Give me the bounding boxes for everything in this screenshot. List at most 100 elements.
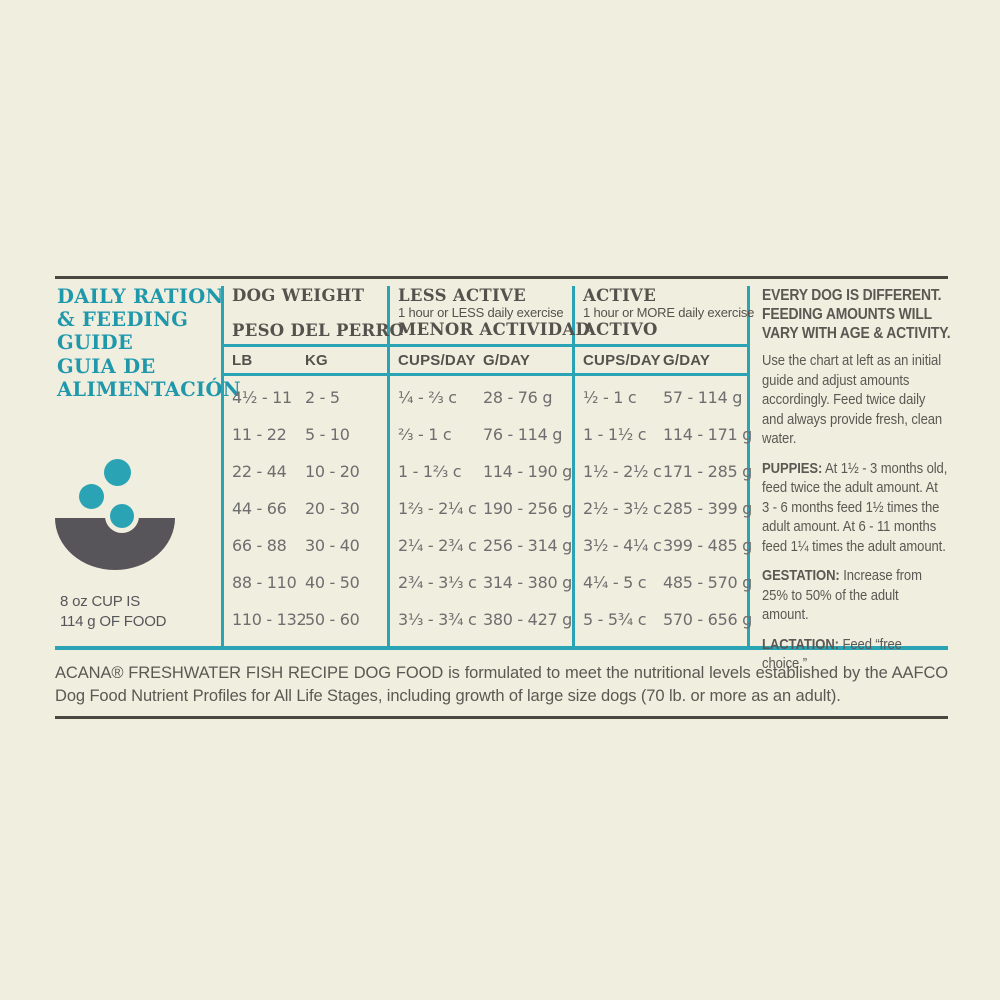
table-row: 110 - 132 50 - 60 3⅓ - 3¾ c 380 - 427 g … <box>0 610 1000 630</box>
lactation-label: LACTATION: <box>762 635 839 653</box>
table-bottom-line <box>55 646 948 650</box>
advice-intro: Use the chart at left as an initial guid… <box>762 352 943 447</box>
less-active-title: LESS ACTIVE <box>398 286 527 305</box>
active-g-value: 399 - 485 g <box>663 536 752 555</box>
guide-title-es-line-1: GUIA DE <box>57 355 156 378</box>
active-g-value: 171 - 285 g <box>663 462 752 481</box>
col-header-active-cups: CUPS/DAY <box>583 352 661 369</box>
less-g-value: 380 - 427 g <box>483 610 572 629</box>
less-cups-value: 1⅔ - 2¼ c <box>398 499 477 518</box>
active-title: ACTIVE <box>583 286 657 305</box>
dog-weight-title-es: PESO DEL PERRO <box>232 321 405 340</box>
col-header-less-g: G/DAY <box>483 352 531 369</box>
less-g-value: 190 - 256 g <box>483 499 572 518</box>
col-header-active-g: G/DAY <box>663 352 711 369</box>
header-separator-line <box>222 344 748 347</box>
less-cups-value: 3⅓ - 3¾ c <box>398 610 477 629</box>
active-g-value: 285 - 399 g <box>663 499 752 518</box>
guide-title-line-3: GUIDE <box>57 331 134 354</box>
kg-value: 20 - 30 <box>305 499 360 518</box>
kg-value: 10 - 20 <box>305 462 360 481</box>
lb-value: 110 - 132 <box>232 610 307 629</box>
table-divider-1 <box>220 286 224 646</box>
cup-note-line-2: 114 g OF FOOD <box>60 613 167 630</box>
less-cups-value: 2¾ - 3⅓ c <box>398 573 477 592</box>
gestation-text: Increase from 25% to 50% of the adult am… <box>762 567 922 623</box>
puppies-text: At 1½ - 3 months old, feed twice the adu… <box>762 459 948 555</box>
active-title-es: ACTIVO <box>583 320 658 339</box>
guide-title-es-line-2: ALIMENTACIÓN <box>57 378 241 401</box>
active-note: 1 hour or MORE daily exercise <box>583 305 755 320</box>
puppies-paragraph: PUPPIES: At 1½ - 3 months old, feed twic… <box>762 459 948 557</box>
table-row: 66 - 88 30 - 40 2¼ - 2¾ c 256 - 314 g 3½… <box>0 536 1000 556</box>
dog-weight-title: DOG WEIGHT <box>232 286 365 305</box>
active-cups-value: 2½ - 3½ c <box>583 499 662 518</box>
guide-title-line-1: DAILY RATION <box>57 285 224 308</box>
advice-heading-line-2: FEEDING AMOUNTS WILL <box>762 306 933 323</box>
less-g-value: 256 - 314 g <box>483 536 572 555</box>
active-cups-value: 1½ - 2½ c <box>583 462 662 481</box>
active-cups-value: ½ - 1 c <box>583 388 637 407</box>
guide-title-spanish: GUIA DE ALIMENTACIÓN <box>57 355 241 401</box>
kg-value: 40 - 50 <box>305 573 360 592</box>
active-cups-value: 5 - 5¾ c <box>583 610 647 629</box>
kibble-icon <box>104 459 131 486</box>
subheader-separator-line <box>222 373 748 376</box>
active-cups-value: 3½ - 4¼ c <box>583 536 662 555</box>
kibble-icon <box>79 484 104 509</box>
less-g-value: 314 - 380 g <box>483 573 572 592</box>
table-row: 44 - 66 20 - 30 1⅔ - 2¼ c 190 - 256 g 2½… <box>0 499 1000 519</box>
table-row: 11 - 22 5 - 10 ⅔ - 1 c 76 - 114 g 1 - 1½… <box>0 425 1000 445</box>
less-cups-value: ¼ - ⅔ c <box>398 388 457 407</box>
less-cups-value: 2¼ - 2¾ c <box>398 536 477 555</box>
active-g-value: 57 - 114 g <box>663 388 743 407</box>
advice-column: EVERY DOG IS DIFFERENT. FEEDING AMOUNTS … <box>762 286 951 674</box>
kg-value: 5 - 10 <box>305 425 350 444</box>
gestation-paragraph: GESTATION: Increase from 25% to 50% of t… <box>762 566 948 625</box>
kg-value: 2 - 5 <box>305 388 340 407</box>
lactation-paragraph: LACTATION: Feed “free choice.” <box>762 635 948 674</box>
lb-value: 88 - 110 <box>232 573 297 592</box>
bottom-rule <box>55 716 948 719</box>
top-rule <box>55 276 948 279</box>
kg-value: 50 - 60 <box>305 610 360 629</box>
advice-heading: EVERY DOG IS DIFFERENT. FEEDING AMOUNTS … <box>762 286 951 343</box>
active-cups-value: 1 - 1½ c <box>583 425 647 444</box>
lb-value: 66 - 88 <box>232 536 287 555</box>
lb-value: 11 - 22 <box>232 425 287 444</box>
active-cups-value: 4¼ - 5 c <box>583 573 647 592</box>
lb-value: 22 - 44 <box>232 462 287 481</box>
table-row: 88 - 110 40 - 50 2¾ - 3⅓ c 314 - 380 g 4… <box>0 573 1000 593</box>
active-g-value: 114 - 171 g <box>663 425 752 444</box>
gestation-label: GESTATION: <box>762 567 840 584</box>
col-header-lb: LB <box>232 352 253 369</box>
lactation-text: Feed “free choice.” <box>762 635 902 673</box>
table-divider-2 <box>386 286 390 646</box>
advice-heading-line-3: VARY WITH AGE & ACTIVITY. <box>762 325 951 342</box>
advice-heading-line-1: EVERY DOG IS DIFFERENT. <box>762 287 942 304</box>
guide-title-line-2: & FEEDING <box>57 308 189 331</box>
puppies-label: PUPPIES: <box>762 459 823 477</box>
aafco-statement: ACANA® FRESHWATER FISH RECIPE DOG FOOD i… <box>55 664 948 705</box>
cup-note: 8 oz CUP IS 114 g OF FOOD <box>60 592 167 632</box>
less-g-value: 76 - 114 g <box>483 425 563 444</box>
active-g-value: 570 - 656 g <box>663 610 752 629</box>
less-cups-value: ⅔ - 1 c <box>398 425 452 444</box>
table-row: 4½ - 11 2 - 5 ¼ - ⅔ c 28 - 76 g ½ - 1 c … <box>0 388 1000 408</box>
less-g-value: 114 - 190 g <box>483 462 572 481</box>
cup-note-line-1: 8 oz CUP IS <box>60 593 141 610</box>
table-row: 22 - 44 10 - 20 1 - 1⅔ c 114 - 190 g 1½ … <box>0 462 1000 482</box>
less-active-title-es: MENOR ACTIVIDAD <box>398 320 591 339</box>
less-active-note: 1 hour or LESS daily exercise <box>398 305 564 320</box>
kg-value: 30 - 40 <box>305 536 360 555</box>
table-divider-3 <box>571 286 575 646</box>
lb-value: 4½ - 11 <box>232 388 292 407</box>
active-g-value: 485 - 570 g <box>663 573 752 592</box>
guide-title: DAILY RATION & FEEDING GUIDE <box>57 285 224 354</box>
table-divider-4 <box>746 286 750 646</box>
col-header-less-cups: CUPS/DAY <box>398 352 476 369</box>
lb-value: 44 - 66 <box>232 499 287 518</box>
less-g-value: 28 - 76 g <box>483 388 553 407</box>
kibble-icon <box>110 504 134 528</box>
